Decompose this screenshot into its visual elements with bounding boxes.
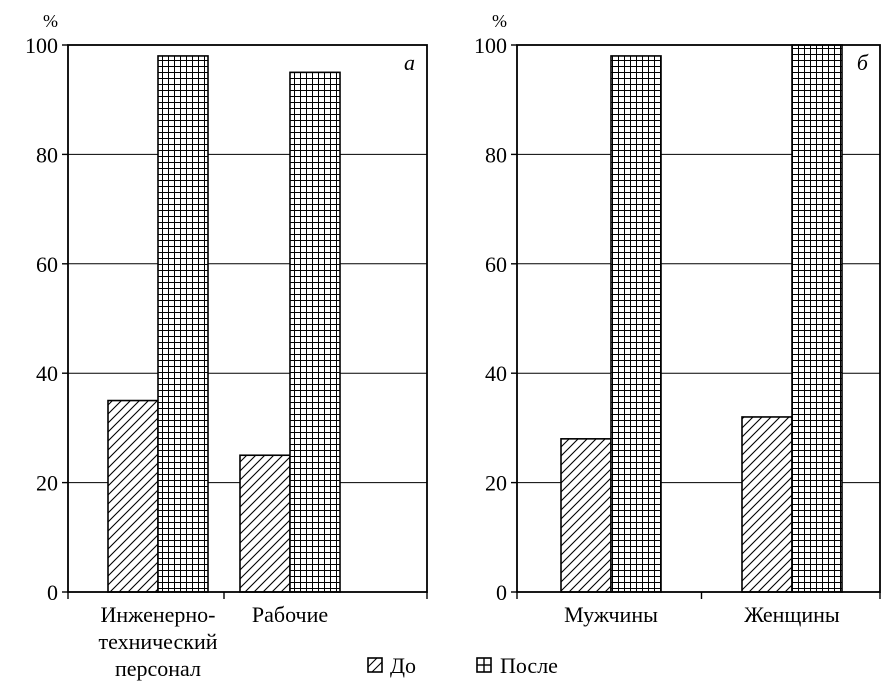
x-category-label: Женщины [744,602,840,627]
panel-letter: а [404,50,415,75]
y-tick-label: 40 [36,361,58,386]
y-tick-label: 60 [485,252,507,277]
y-tick-label: 60 [36,252,58,277]
y-unit-label: % [492,11,507,31]
y-tick-label: 0 [47,580,58,605]
legend-label-do: До [390,653,416,678]
plot-frame [67,44,428,593]
y-tick-label: 80 [36,142,58,167]
y-tick-label: 40 [485,361,507,386]
x-category-label: персонал [115,656,201,681]
bar-posle [610,55,662,593]
y-tick-label: 100 [474,33,507,58]
x-category-label: Инженерно- [101,602,216,627]
y-tick-label: 0 [496,580,507,605]
bar-do [741,416,793,593]
y-tick-label: 80 [485,142,507,167]
y-tick-label: 100 [25,33,58,58]
y-tick-label: 20 [36,471,58,496]
x-category-label: Мужчины [564,602,658,627]
legend-label-posle: После [500,653,558,678]
legend: До После [367,653,558,678]
chart-panel-1: 0 20 40 60 80 100 Инженерно-техническийперсона… [25,11,428,681]
x-category-label: технический [98,629,217,654]
legend-item-posle: После [476,653,558,678]
bar-posle [157,55,209,593]
diagonal-hatch-square-icon [367,657,383,673]
y-tick-label: 20 [485,471,507,496]
bar-posle [791,44,843,593]
bar-posle [289,71,341,593]
x-category-label: Рабочие [252,602,328,627]
bar-do [107,399,159,593]
bar-do [239,454,291,593]
panel-letter: б [857,50,869,75]
chart-panel-2: 0 20 40 60 80 100 Мужчины Женщины% б [474,11,881,627]
bar-do [560,438,612,593]
y-unit-label: % [43,11,58,31]
plot-frame [516,44,881,593]
legend-item-do: До [367,653,416,678]
